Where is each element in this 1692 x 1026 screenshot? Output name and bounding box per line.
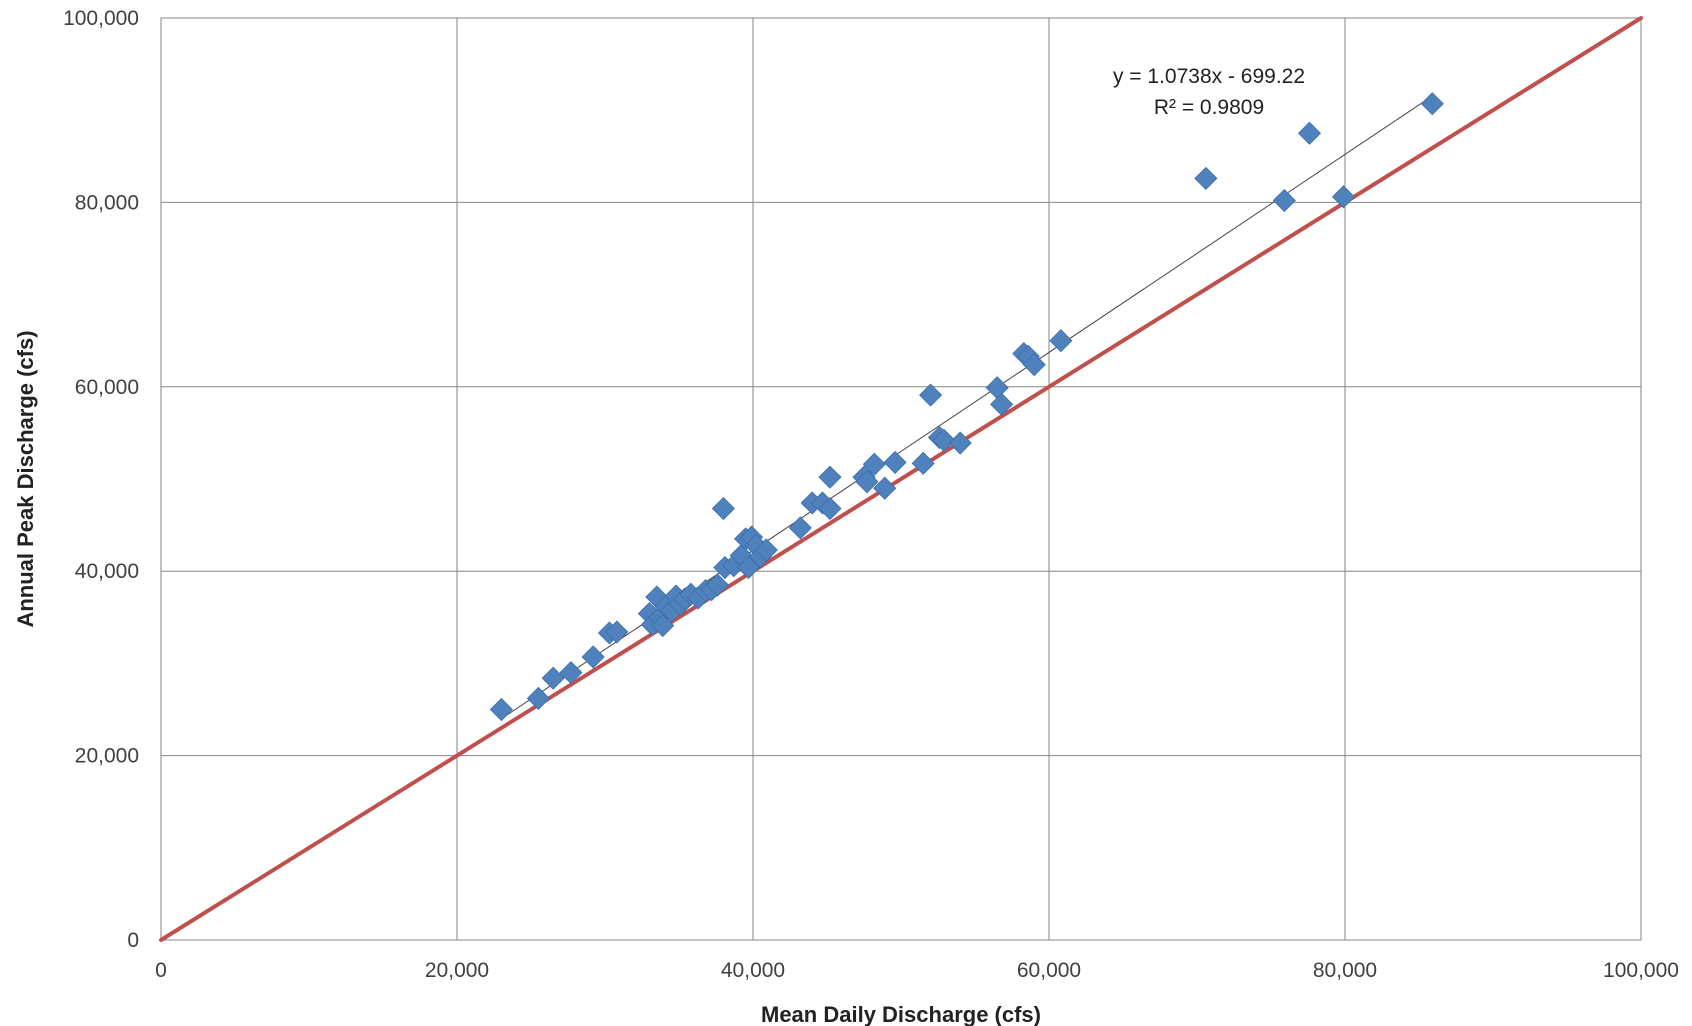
x-tick-label: 40,000 xyxy=(721,959,785,982)
data-point xyxy=(919,383,943,407)
trendline-equation: y = 1.0738x - 699.22 xyxy=(1113,65,1305,88)
x-axis-tick-labels: 0 20,000 40,000 60,000 80,000 100,000 xyxy=(155,959,1679,982)
plot-area-frame xyxy=(160,17,1642,941)
x-tick-label: 20,000 xyxy=(425,959,489,982)
y-tick-label: 20,000 xyxy=(75,745,139,768)
data-point xyxy=(990,392,1014,416)
data-point xyxy=(605,620,629,644)
y-tick-label: 40,000 xyxy=(75,560,139,583)
data-point xyxy=(788,516,812,540)
data-point xyxy=(948,431,972,455)
x-tick-label: 100,000 xyxy=(1603,959,1679,982)
data-points xyxy=(489,92,1444,722)
y-tick-label: 100,000 xyxy=(63,7,139,30)
data-point xyxy=(862,452,886,476)
data-point xyxy=(818,465,842,489)
data-point xyxy=(1049,329,1073,353)
y-axis-title: Annual Peak Discharge (cfs) xyxy=(13,330,38,627)
data-point xyxy=(526,686,550,711)
data-point xyxy=(911,451,935,475)
data-point xyxy=(711,496,735,521)
x-tick-label: 80,000 xyxy=(1313,959,1377,982)
data-point xyxy=(754,538,778,562)
reference-line-layer xyxy=(159,16,1643,942)
x-tick-label: 60,000 xyxy=(1017,959,1081,982)
x-tick-label: 0 xyxy=(155,959,167,982)
linear-trendline xyxy=(501,95,1433,720)
y-axis-tick-labels: 0 20,000 40,000 60,000 80,000 100,000 xyxy=(63,7,139,952)
data-point xyxy=(1022,353,1046,377)
x-axis-title: Mean Daily Discharge (cfs) xyxy=(761,1002,1041,1026)
data-point xyxy=(1297,121,1322,145)
data-point xyxy=(818,496,842,521)
data-point xyxy=(489,697,513,722)
data-point xyxy=(1420,92,1444,116)
data-point xyxy=(1272,188,1296,213)
one-to-one-reference-line xyxy=(159,16,1643,942)
data-point xyxy=(651,614,675,638)
data-point xyxy=(883,450,907,474)
data-point xyxy=(932,428,956,452)
data-point xyxy=(1194,166,1218,190)
y-tick-label: 60,000 xyxy=(75,376,139,399)
trendline-r-squared: R² = 0.9809 xyxy=(1154,96,1264,119)
data-point xyxy=(985,376,1009,400)
data-point xyxy=(705,573,730,597)
data-point xyxy=(855,470,879,494)
data-point xyxy=(559,661,583,685)
data-point xyxy=(581,645,605,669)
trendline-layer xyxy=(501,95,1433,720)
data-point xyxy=(873,476,897,500)
y-tick-label: 80,000 xyxy=(75,191,139,214)
data-point xyxy=(736,555,761,580)
y-tick-label: 0 xyxy=(127,929,139,952)
data-point xyxy=(1331,185,1356,209)
data-point xyxy=(541,666,565,690)
